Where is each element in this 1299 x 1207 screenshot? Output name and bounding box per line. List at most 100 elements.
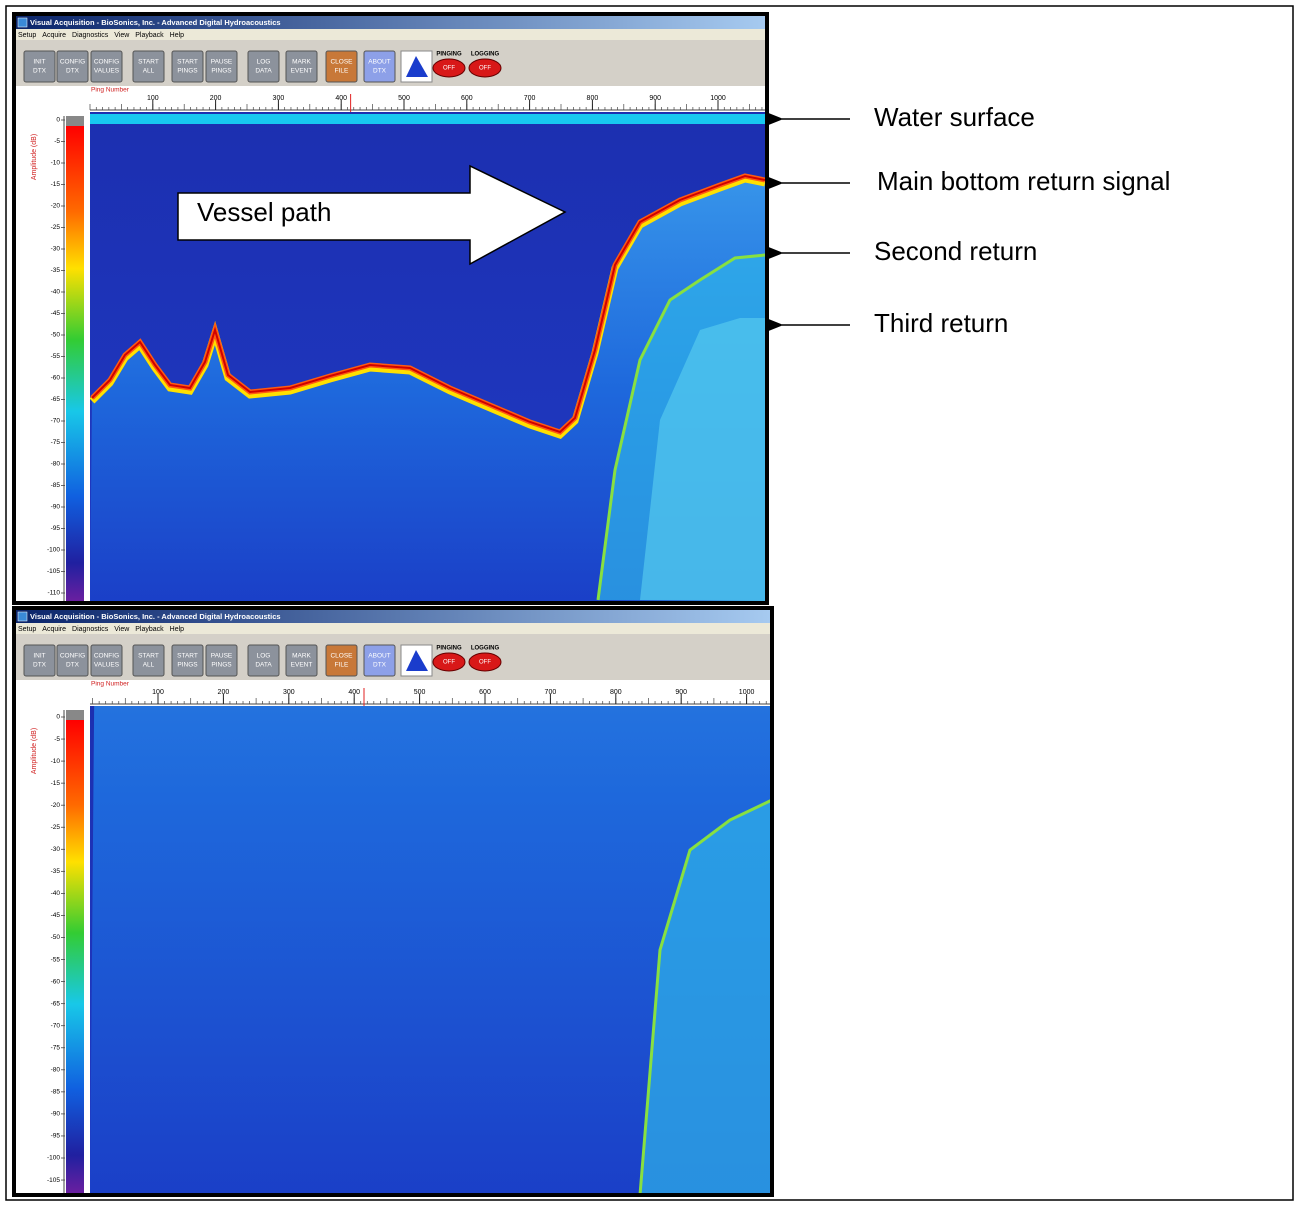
toolbar-button[interactable] <box>206 51 237 82</box>
menu-item[interactable]: Setup <box>18 626 36 633</box>
button-label: DATA <box>255 68 272 75</box>
y-tick-label: -10 <box>51 160 61 167</box>
button-label: LOG <box>257 653 271 660</box>
button-label: ABOUT <box>368 59 390 66</box>
button-label: DTX <box>66 662 80 669</box>
status-state: OFF <box>479 660 491 666</box>
y-tick-label: -60 <box>51 978 61 985</box>
app-window: Visual Acquisition - BioSonics, Inc. - A… <box>14 14 767 603</box>
button-label: INIT <box>33 59 45 66</box>
toolbar-button[interactable] <box>286 51 317 82</box>
y-axis-label: Amplitude (dB) <box>31 728 38 774</box>
toolbar-button[interactable] <box>248 51 279 82</box>
y-tick-label: -40 <box>51 289 61 296</box>
y-tick-label: -90 <box>51 1111 61 1118</box>
button-label: VALUES <box>94 662 120 669</box>
button-label: START <box>138 59 159 66</box>
status-state: OFF <box>443 660 455 666</box>
toolbar-button[interactable] <box>248 645 279 676</box>
menu-item[interactable]: View <box>114 626 130 633</box>
menu-item[interactable]: Diagnostics <box>72 626 109 633</box>
button-label: START <box>138 653 159 660</box>
y-tick-label: -60 <box>51 375 61 382</box>
y-tick-label: -85 <box>51 1089 61 1096</box>
y-tick-label: -30 <box>51 846 61 853</box>
y-tick-label: -50 <box>51 332 61 339</box>
button-label: EVENT <box>291 662 313 669</box>
button-label: ALL <box>143 68 155 75</box>
app-icon <box>18 18 27 27</box>
y-tick-label: -50 <box>51 934 61 941</box>
y-tick-label: -20 <box>51 802 61 809</box>
menu-item[interactable]: Setup <box>18 32 36 39</box>
y-axis-label: Amplitude (dB) <box>31 134 38 180</box>
menu-item[interactable]: Help <box>170 32 185 39</box>
button-label: CONFIG <box>94 59 119 66</box>
status-label: PINGING <box>436 646 462 652</box>
toolbar-button[interactable] <box>364 51 395 82</box>
menu-item[interactable]: Playback <box>135 626 164 633</box>
button-label: DATA <box>255 662 272 669</box>
y-tick-label: -70 <box>51 1022 61 1029</box>
button-label: CLOSE <box>330 653 353 660</box>
y-tick-label: -80 <box>51 1067 61 1074</box>
colorbar <box>66 126 84 601</box>
y-tick-label: -35 <box>51 868 61 875</box>
vessel-path-label: Vessel path <box>197 197 331 227</box>
toolbar-button[interactable] <box>57 51 88 82</box>
toolbar-button[interactable] <box>91 645 122 676</box>
menu-item[interactable]: Acquire <box>42 626 66 633</box>
menu-item[interactable]: Playback <box>135 32 164 39</box>
y-tick-label: -15 <box>51 780 61 787</box>
button-label: DTX <box>373 68 387 75</box>
menu-item[interactable]: View <box>114 32 130 39</box>
menu-item[interactable]: Acquire <box>42 32 66 39</box>
figure: Visual Acquisition - BioSonics, Inc. - A… <box>0 0 1299 1207</box>
toolbar-button[interactable] <box>133 51 164 82</box>
toolbar-button[interactable] <box>206 645 237 676</box>
toolbar-button[interactable] <box>326 51 357 82</box>
y-tick-label: -70 <box>51 418 61 425</box>
toolbar-button[interactable] <box>57 645 88 676</box>
toolbar-button[interactable] <box>364 645 395 676</box>
toolbar-button[interactable] <box>133 645 164 676</box>
button-label: EVENT <box>291 68 313 75</box>
colorbar <box>66 720 84 1193</box>
menu-item[interactable]: Diagnostics <box>72 32 109 39</box>
button-label: DTX <box>33 662 47 669</box>
toolbar-button[interactable] <box>286 645 317 676</box>
y-tick-label: -40 <box>51 890 61 897</box>
y-tick-label: -65 <box>51 1000 61 1007</box>
y-tick-label: 0 <box>56 714 60 721</box>
toolbar-button[interactable] <box>24 51 55 82</box>
button-label: PAUSE <box>211 59 233 66</box>
y-tick-label: -110 <box>47 590 60 597</box>
y-tick-label: -45 <box>51 310 61 317</box>
y-tick-label: -15 <box>51 181 61 188</box>
y-tick-label: -55 <box>51 353 61 360</box>
toolbar-button[interactable] <box>172 645 203 676</box>
toolbar-button[interactable] <box>24 645 55 676</box>
button-label: CONFIG <box>60 653 85 660</box>
annotation-label: Third return <box>874 308 1008 338</box>
button-label: PINGS <box>211 68 232 75</box>
surface-band <box>90 114 765 124</box>
toolbar-button[interactable] <box>172 51 203 82</box>
windows: Visual Acquisition - BioSonics, Inc. - A… <box>14 14 772 1195</box>
button-label: CONFIG <box>94 653 119 660</box>
colorbar-cap <box>66 710 84 720</box>
button-label: PINGS <box>177 662 198 669</box>
toolbar-button[interactable] <box>326 645 357 676</box>
status-label: LOGGING <box>471 646 500 652</box>
annotation-label: Main bottom return signal <box>877 166 1170 196</box>
menu-item[interactable]: Help <box>170 626 185 633</box>
toolbar-button[interactable] <box>91 51 122 82</box>
button-label: DTX <box>373 662 387 669</box>
window-title: Visual Acquisition - BioSonics, Inc. - A… <box>30 18 281 27</box>
status-state: OFF <box>443 66 455 72</box>
button-label: PINGS <box>177 68 198 75</box>
x-axis-label: Ping Number <box>91 681 130 688</box>
button-label: VALUES <box>94 68 120 75</box>
button-label: DTX <box>66 68 80 75</box>
y-tick-label: -55 <box>51 956 61 963</box>
